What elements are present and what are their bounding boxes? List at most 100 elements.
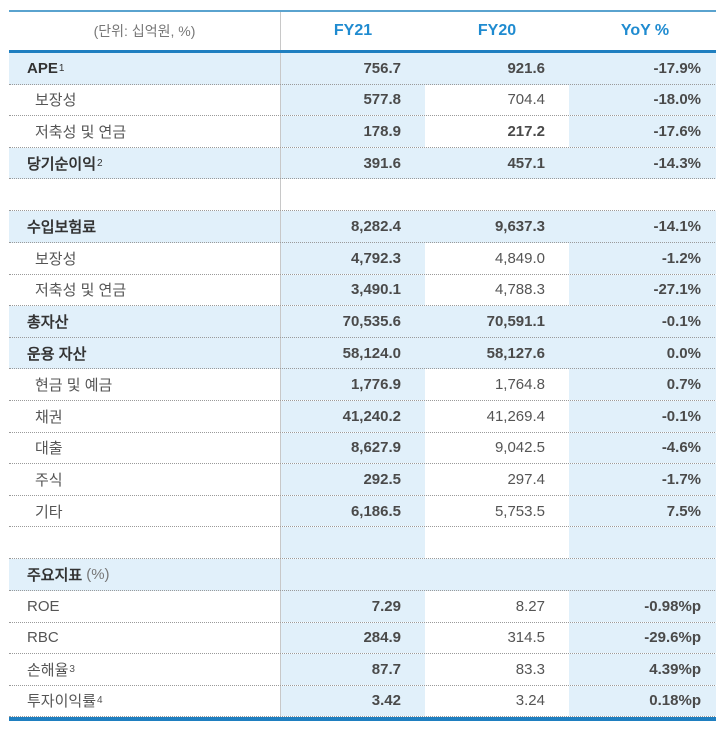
yoy-value: -14.3% [653, 154, 701, 172]
yoy-value: -1.2% [569, 242, 716, 274]
fy21-value: 577.8 [281, 84, 425, 116]
financial-summary-table: (단위: 십억원, %) FY21 FY20 YoY % APE 1 756.7 92… [9, 10, 716, 722]
yoy-value [569, 559, 716, 590]
row-label-text: 손해율 [27, 661, 69, 679]
yoy-value: -17.9% [653, 59, 701, 77]
fy20-value: 9,637.3 [494, 218, 545, 236]
row-label-text: 저축성 및 연금 [35, 123, 127, 141]
fy20-value: 5,753.5 [494, 502, 545, 520]
unit-label: (단위: 십억원, %) [9, 12, 281, 50]
table-row: 기타 6,186.5 5,753.5 7.5% [9, 495, 716, 528]
yoy-value: -14.1% [653, 218, 701, 236]
table-row: 투자이익률 4 3.42 3.24 0.18%p [9, 685, 716, 718]
row-label-text: 수입보험료 [27, 219, 97, 237]
unit-suffix: (%) [86, 566, 110, 584]
row-label-text: 채권 [35, 408, 63, 426]
table-row: 보장성 577.8 704.4 -18.0% [9, 84, 716, 117]
row-label: 채권 [9, 400, 281, 432]
row-label-text: 주요지표 [27, 567, 83, 585]
fy21-value: 8,282.4 [350, 218, 401, 236]
row-label-text: 총자산 [27, 313, 69, 331]
footnote-marker: 1 [58, 62, 65, 74]
row-label: 보장성 [9, 242, 281, 274]
row-label [9, 527, 281, 559]
yoy-value: -4.6% [569, 432, 716, 464]
row-label-text: 보장성 [35, 92, 77, 110]
row-label-text: 보장성 [35, 250, 77, 268]
fy21-value: 8,627.9 [281, 432, 425, 464]
fy21-value: 6,186.5 [281, 495, 425, 527]
yoy-value: -0.1% [569, 400, 716, 432]
fy21-value [281, 179, 425, 210]
fy20-value [425, 559, 569, 590]
row-label-text: APE [27, 59, 58, 77]
fy20-value: 9,042.5 [494, 439, 545, 457]
row-label-text: 저축성 및 연금 [35, 282, 127, 300]
fy20-value: 4,849.0 [494, 249, 545, 267]
bottom-border [9, 717, 716, 722]
yoy-value: 0.18%p [569, 685, 716, 717]
table-row: 당기순이익 2 391.6 457.1 -14.3% [9, 147, 716, 180]
table-row: 손해율 3 87.7 83.3 4.39%p [9, 654, 716, 686]
yoy-value: -29.6%p [569, 622, 716, 654]
table-row: ROE 7.29 8.27 -0.98%p [9, 590, 716, 623]
fy20-value: 70,591.1 [486, 312, 545, 330]
row-label-text: 당기순이익 [27, 155, 97, 173]
top-border [9, 10, 716, 12]
yoy-value: -17.6% [569, 116, 716, 147]
row-label-text: 투자이익률 [27, 693, 97, 711]
fy20-value: 217.2 [507, 122, 545, 140]
row-label: 운용 자산 [9, 337, 281, 369]
fy21-value [281, 559, 425, 590]
row-label-text: ROE [27, 597, 60, 615]
fy21-value: 292.5 [281, 464, 425, 495]
table-row: 채권 41,240.2 41,269.4 -0.1% [9, 400, 716, 433]
fy20-value: 457.1 [507, 154, 545, 172]
fy21-value: 756.7 [363, 59, 401, 77]
fy21-value: 3,490.1 [281, 274, 425, 306]
column-header-yoy: YoY % [620, 22, 670, 39]
fy21-value: 284.9 [281, 622, 425, 654]
table-row: 저축성 및 연금 3,490.1 4,788.3 -27.1% [9, 274, 716, 307]
row-label: 총자산 [9, 306, 281, 337]
table-row [9, 179, 716, 212]
table-header: (단위: 십억원, %) FY21 FY20 YoY % [9, 12, 716, 53]
fy20-value: 3.24 [515, 692, 545, 710]
fy20-value: 1,764.8 [494, 376, 545, 394]
row-label: APE 1 [9, 53, 281, 84]
column-header-fy20: FY20 [477, 22, 517, 39]
yoy-value: -1.7% [569, 464, 716, 495]
column-header-fy21: FY21 [333, 22, 373, 39]
table-body: APE 1 756.7 921.6 -17.9% 보장성 577.8 704.4 -18.0% 저… [9, 53, 716, 718]
fy20-value [425, 527, 569, 558]
table-row: APE 1 756.7 921.6 -17.9% [9, 53, 716, 85]
row-label: 손해율 3 [9, 654, 281, 685]
yoy-value: 4.39%p [569, 654, 716, 685]
row-label-text: 현금 및 예금 [35, 377, 113, 395]
fy20-value: 41,269.4 [486, 407, 545, 425]
row-label: 주요지표 (%) [9, 559, 281, 590]
row-label: 수입보험료 [9, 211, 281, 242]
table-row: 보장성 4,792.3 4,849.0 -1.2% [9, 242, 716, 275]
fy21-value: 1,776.9 [281, 369, 425, 400]
fy21-value: 58,124.0 [342, 344, 401, 362]
yoy-value: -18.0% [569, 84, 716, 116]
table-row [9, 527, 716, 560]
fy21-value: 178.9 [281, 116, 425, 147]
table-row: 현금 및 예금 1,776.9 1,764.8 0.7% [9, 369, 716, 401]
row-label: 기타 [9, 495, 281, 527]
fy20-value: 83.3 [515, 660, 545, 678]
yoy-value [569, 527, 716, 559]
footnote-marker: 4 [97, 695, 103, 707]
row-label: 현금 및 예금 [9, 369, 281, 400]
table-row: RBC 284.9 314.5 -29.6%p [9, 622, 716, 655]
fy20-value: 297.4 [507, 470, 545, 488]
row-label-text: 기타 [35, 503, 63, 521]
table-row: 운용 자산 58,124.0 58,127.6 0.0% [9, 337, 716, 370]
table-row: 수입보험료 8,282.4 9,637.3 -14.1% [9, 211, 716, 243]
fy20-value: 4,788.3 [494, 281, 545, 299]
yoy-value: -0.1% [661, 312, 701, 330]
fy21-value: 70,535.6 [342, 312, 401, 330]
row-label: 당기순이익 2 [9, 147, 281, 179]
row-label: ROE [9, 590, 281, 622]
